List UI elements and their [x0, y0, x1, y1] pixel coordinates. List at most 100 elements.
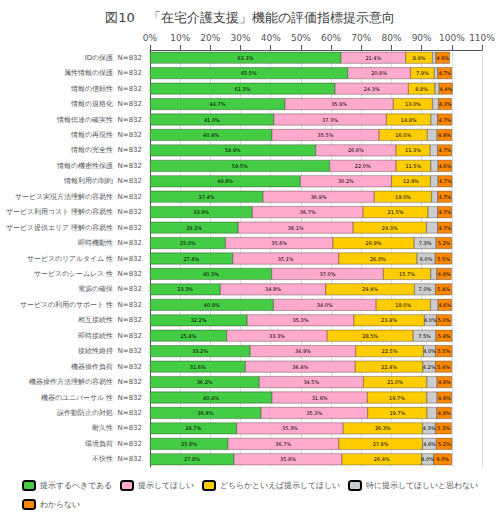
svg-text:26.0%: 26.0%: [370, 256, 386, 262]
svg-text:機器操作方法理解の容易性 N=832: 機器操作方法理解の容易性 N=832: [29, 378, 142, 386]
svg-text:4.9%: 4.9%: [438, 132, 451, 138]
svg-text:49.8%: 49.8%: [217, 178, 233, 184]
svg-text:34.9%: 34.9%: [295, 348, 311, 354]
svg-text:31.6%: 31.6%: [190, 364, 206, 370]
svg-text:35.3%: 35.3%: [306, 410, 322, 416]
svg-text:80%: 80%: [381, 33, 401, 43]
svg-text:40.9%: 40.9%: [204, 302, 220, 308]
svg-text:35.8%: 35.8%: [280, 456, 296, 462]
svg-text:4.7%: 4.7%: [439, 178, 452, 184]
svg-text:37.4%: 37.4%: [198, 194, 214, 200]
svg-text:8.8%: 8.8%: [415, 86, 428, 92]
svg-text:4.9%: 4.9%: [438, 379, 451, 385]
svg-text:40%: 40%: [261, 33, 281, 43]
svg-text:54.9%: 54.9%: [225, 147, 241, 153]
svg-text:情報の再現性 N=832: 情報の再現性 N=832: [70, 131, 142, 139]
svg-text:4.3%: 4.3%: [439, 101, 452, 107]
svg-text:4.7%: 4.7%: [438, 70, 451, 76]
svg-text:70%: 70%: [351, 33, 371, 43]
svg-text:5.5%: 5.5%: [437, 348, 450, 354]
svg-text:即時機動性 N=832: 即時機動性 N=832: [78, 239, 142, 247]
svg-text:20%: 20%: [200, 33, 220, 43]
svg-text:33.3%: 33.3%: [269, 333, 285, 339]
svg-text:0%: 0%: [143, 33, 158, 43]
svg-text:35.5%: 35.5%: [318, 132, 334, 138]
svg-text:5.4%: 5.4%: [437, 364, 450, 370]
svg-text:情報伝達の確実性 N=832: 情報伝達の確実性 N=832: [56, 116, 142, 124]
svg-text:44.7%: 44.7%: [210, 101, 226, 107]
svg-text:28.5%: 28.5%: [362, 333, 378, 339]
svg-text:15.7%: 15.7%: [399, 271, 415, 277]
svg-text:4.3%: 4.3%: [423, 425, 436, 431]
svg-text:5.5%: 5.5%: [437, 256, 450, 262]
svg-text:22.4%: 22.4%: [381, 364, 397, 370]
svg-text:36.7%: 36.7%: [275, 441, 291, 447]
svg-text:26.6%: 26.6%: [348, 147, 364, 153]
svg-text:27.8%: 27.8%: [184, 456, 200, 462]
svg-text:21.4%: 21.4%: [365, 55, 381, 61]
svg-text:提示するべきである: 提示するべきである: [40, 481, 112, 490]
svg-text:23.4%: 23.4%: [381, 317, 397, 323]
svg-text:提示してほしい: 提示してほしい: [138, 481, 194, 490]
svg-text:36.9%: 36.9%: [311, 194, 327, 200]
svg-text:40.4%: 40.4%: [203, 395, 219, 401]
svg-text:21.0%: 21.0%: [387, 379, 403, 385]
svg-text:7.9%: 7.9%: [416, 70, 429, 76]
svg-text:5.2%: 5.2%: [438, 441, 451, 447]
svg-text:16.0%: 16.0%: [395, 132, 411, 138]
svg-text:6.0%: 6.0%: [436, 456, 449, 462]
svg-text:5.4%: 5.4%: [437, 286, 450, 292]
svg-text:29.2%: 29.2%: [186, 225, 202, 231]
svg-text:4.2%: 4.2%: [423, 364, 436, 370]
svg-text:29.4%: 29.4%: [362, 286, 378, 292]
svg-text:サービス実現方法理解の容易性 N=832: サービス実現方法理解の容易性 N=832: [15, 193, 142, 201]
svg-text:26.3%: 26.3%: [375, 425, 391, 431]
svg-text:28.7%: 28.7%: [185, 425, 201, 431]
svg-text:61.3%: 61.3%: [235, 86, 251, 92]
svg-text:23.3%: 23.3%: [177, 286, 193, 292]
svg-text:8.9%: 8.9%: [413, 55, 426, 61]
svg-text:35.3%: 35.3%: [282, 425, 298, 431]
svg-text:情報の規格化 N=832: 情報の規格化 N=832: [70, 100, 142, 108]
svg-text:22.0%: 22.0%: [355, 163, 371, 169]
svg-text:サービス提供エリア 理解の容易性 N=832: サービス提供エリア 理解の容易性 N=832: [6, 224, 142, 232]
svg-text:5.0%: 5.0%: [438, 317, 451, 323]
svg-text:33.9%: 33.9%: [193, 209, 209, 215]
svg-text:4.6%: 4.6%: [423, 441, 436, 447]
svg-text:34.0%: 34.0%: [317, 302, 333, 308]
svg-text:59.5%: 59.5%: [232, 163, 248, 169]
svg-text:4.6%: 4.6%: [436, 55, 449, 61]
svg-text:環境負荷 N=832: 環境負荷 N=832: [85, 440, 142, 448]
svg-text:7.5%: 7.5%: [418, 333, 431, 339]
svg-text:どちらかといえば提示してほしい: どちらかといえば提示してほしい: [220, 481, 340, 490]
svg-text:35.9%: 35.9%: [331, 101, 347, 107]
svg-text:4.7%: 4.7%: [438, 209, 451, 215]
svg-text:30.2%: 30.2%: [338, 178, 354, 184]
svg-text:36.7%: 36.7%: [300, 209, 316, 215]
svg-text:4.0%: 4.0%: [423, 348, 436, 354]
svg-text:27.8%: 27.8%: [373, 441, 389, 447]
svg-text:機器のユニバーサル 性 N=832: 機器のユニバーサル 性 N=832: [41, 394, 142, 402]
svg-text:10%: 10%: [170, 33, 190, 43]
svg-text:19.7%: 19.7%: [389, 395, 405, 401]
svg-text:35.1%: 35.1%: [278, 256, 294, 262]
svg-text:機器操作負荷 N=832: 機器操作負荷 N=832: [71, 363, 142, 371]
svg-text:4.0%: 4.0%: [424, 317, 437, 323]
svg-text:属性情報の保護 N=832: 属性情報の保護 N=832: [64, 69, 142, 77]
svg-text:20.8%: 20.8%: [371, 70, 387, 76]
svg-text:100%: 100%: [439, 33, 465, 43]
svg-text:110%: 110%: [469, 33, 495, 43]
svg-text:27.4%: 27.4%: [183, 256, 199, 262]
svg-text:電源の確保 N=832: 電源の確保 N=832: [78, 285, 142, 293]
svg-text:11.5%: 11.5%: [405, 163, 421, 169]
svg-text:相互接続性 N=832: 相互接続性 N=832: [78, 316, 142, 324]
svg-text:わからない: わからない: [40, 500, 80, 509]
svg-text:63.3%: 63.3%: [238, 55, 254, 61]
svg-text:25.4%: 25.4%: [180, 333, 196, 339]
svg-text:4.7%: 4.7%: [438, 194, 451, 200]
svg-text:特に提示してほしいと思わない: 特に提示してほしいと思わない: [366, 481, 478, 490]
svg-text:34.9%: 34.9%: [265, 286, 281, 292]
svg-text:60%: 60%: [321, 33, 341, 43]
svg-text:5.2%: 5.2%: [438, 240, 451, 246]
svg-text:即時接続性 N=832: 即時接続性 N=832: [78, 332, 142, 340]
